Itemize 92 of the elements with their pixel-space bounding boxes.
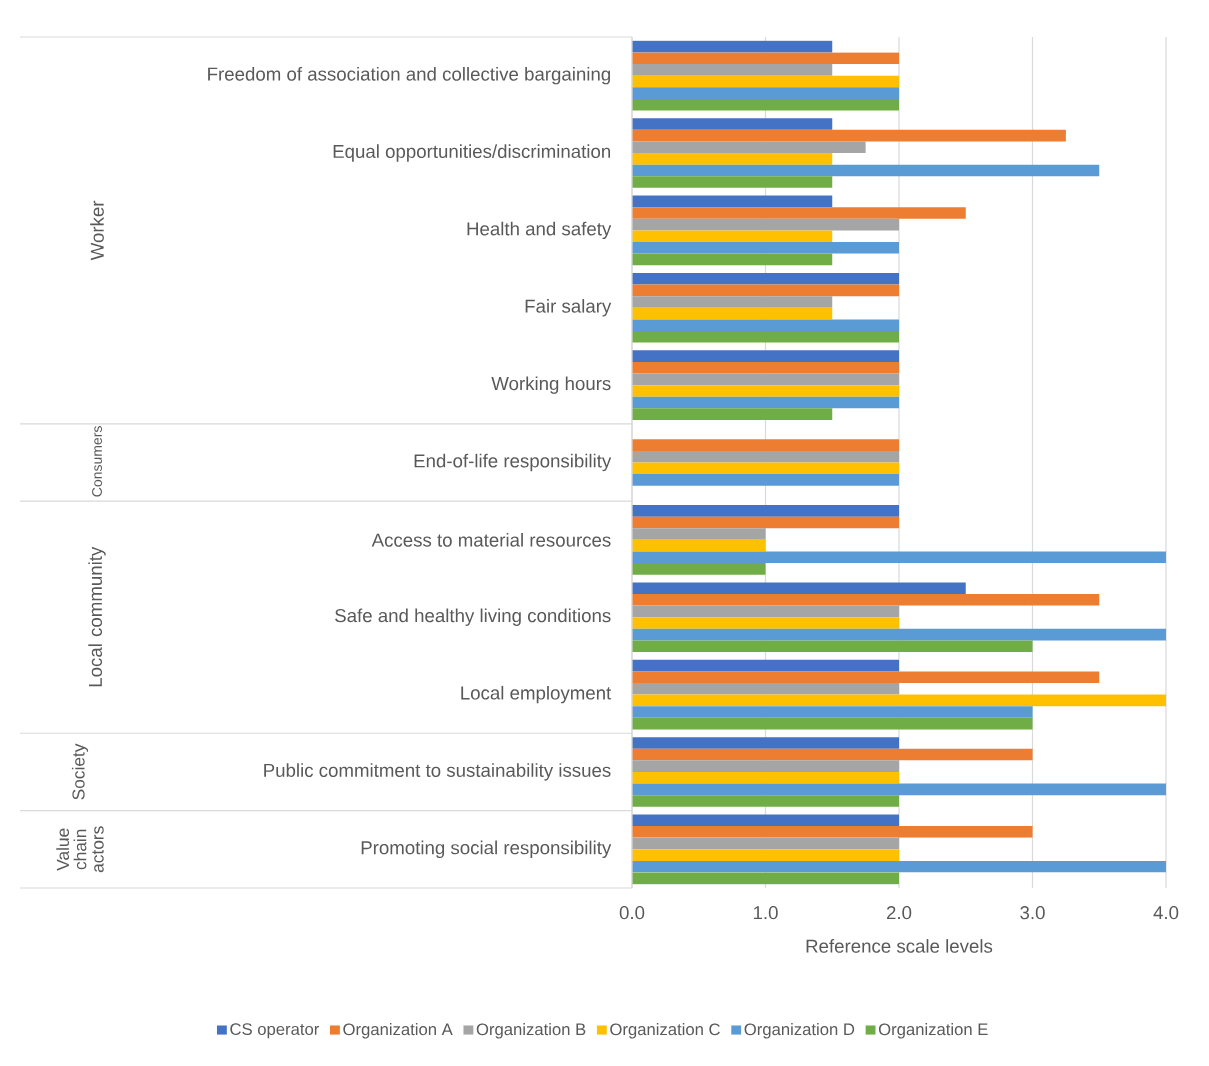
bar: [632, 40, 833, 53]
bar: [632, 551, 1166, 564]
bar: [632, 272, 899, 285]
bar: [632, 284, 899, 297]
y-tick-label: Access to material resources: [371, 533, 611, 547]
bar: [632, 64, 833, 76]
bar: [632, 539, 766, 552]
legend-label: Organization D: [744, 1022, 855, 1039]
bar: [632, 129, 1066, 142]
bar: [632, 659, 899, 672]
y-tick-label: Local employment: [461, 685, 612, 704]
bar: [632, 52, 899, 65]
x-tick-label: 4.0: [1153, 906, 1179, 920]
y-tick-label: Safe and healthy living conditions: [335, 608, 611, 626]
bar: [632, 141, 866, 154]
bar: [632, 771, 899, 784]
x-tick-label: 2.0: [886, 906, 912, 920]
bar: [632, 849, 899, 861]
bar: [632, 563, 766, 575]
bar: [632, 617, 899, 629]
y-tick-label: Fair salary: [525, 299, 612, 317]
x-tick-label: 1.0: [753, 906, 778, 920]
bar: [632, 307, 833, 320]
bar: [632, 694, 1166, 707]
bar: [632, 640, 1033, 653]
y-tick-label: Health and safety: [467, 221, 612, 240]
bar: [632, 75, 899, 88]
bar: [632, 153, 833, 165]
bar: [632, 450, 899, 463]
bar: [632, 516, 899, 529]
bar: [632, 737, 899, 749]
bar: [632, 528, 766, 540]
bar: [632, 706, 1033, 718]
bar: [632, 505, 899, 517]
y-tick-label: Working hours: [491, 376, 611, 394]
bar: [632, 350, 899, 362]
bar: [632, 594, 1100, 606]
bar: [632, 605, 899, 618]
bar: [632, 860, 1166, 873]
bar: [632, 242, 899, 254]
bar: [632, 385, 899, 397]
legend-label: Organization A: [343, 1022, 453, 1039]
y-tick-label: End-of-life responsibility: [414, 453, 612, 472]
bar: [632, 462, 899, 475]
y-tick-label: Freedom of association and collective bargaining: [208, 66, 611, 85]
bar: [632, 195, 833, 208]
bar: [632, 837, 899, 850]
bar: [632, 396, 899, 409]
text: Worker: [90, 200, 104, 261]
text: Local community: [88, 546, 106, 687]
bar: [632, 330, 899, 343]
bar: [632, 176, 833, 188]
bar: [632, 628, 1166, 641]
bar: [632, 717, 1033, 730]
bar: [632, 373, 899, 386]
bar: [632, 118, 833, 130]
legend-label: Organization E: [878, 1022, 988, 1039]
bar: [632, 319, 899, 331]
text: Value chain actors: [56, 826, 104, 873]
bar: [632, 671, 1100, 683]
bar: [632, 218, 899, 231]
bar: [632, 748, 1033, 761]
bar: [632, 795, 899, 807]
bar: [632, 872, 899, 885]
bar: [632, 98, 899, 111]
x-tick-label: 0.0: [619, 906, 645, 920]
y-tick-label: Promoting social responsibility: [361, 840, 612, 859]
legend-label: CS operator: [230, 1023, 320, 1039]
x-tick-label: 3.0: [1020, 906, 1045, 920]
bar: [632, 826, 1033, 838]
y-tick-label: Public commitment to sustainability issues: [264, 763, 611, 781]
bar: [632, 408, 833, 420]
legend-label: Organization B: [476, 1022, 586, 1039]
bar: [632, 207, 966, 219]
bar: [632, 474, 899, 486]
bar: [632, 164, 1100, 177]
bar: [632, 439, 899, 451]
bar: [632, 230, 833, 243]
bar: [632, 296, 833, 308]
y-tick-label: Equal opportunities/discrimination: [333, 144, 611, 162]
bar: [632, 760, 899, 772]
bar: [632, 87, 899, 99]
text: Society: [71, 743, 89, 800]
x-axis-title: Reference scale levels: [806, 939, 993, 953]
text: Consumers: [92, 426, 102, 497]
bar: [632, 783, 1166, 796]
bar: [632, 582, 966, 595]
bar: [632, 682, 899, 695]
bar: [632, 814, 899, 827]
legend-label: Organization C: [610, 1022, 720, 1039]
bar: [632, 361, 899, 374]
bar: [632, 253, 833, 266]
